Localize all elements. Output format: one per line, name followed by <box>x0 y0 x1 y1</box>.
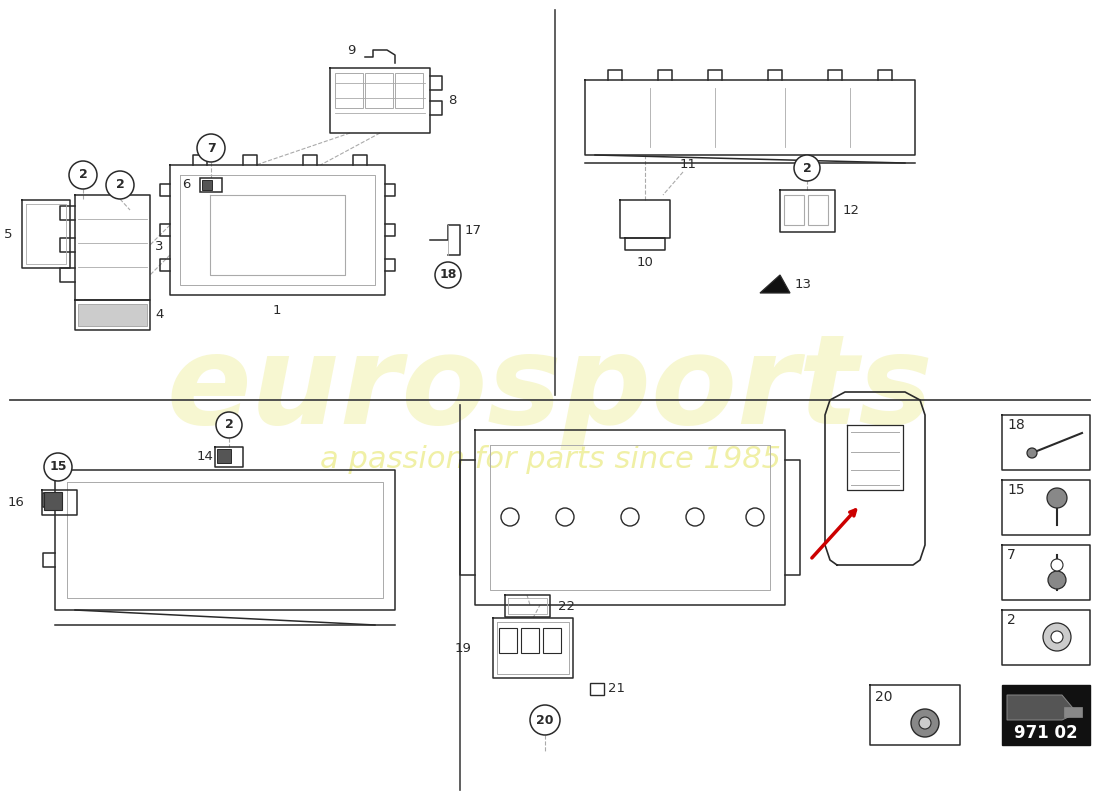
Text: 18: 18 <box>439 269 456 282</box>
Bar <box>202 180 212 190</box>
Circle shape <box>556 508 574 526</box>
Bar <box>784 195 804 225</box>
Text: 18: 18 <box>1006 418 1025 432</box>
Text: 3: 3 <box>155 241 164 254</box>
Circle shape <box>621 508 639 526</box>
Text: 12: 12 <box>843 205 860 218</box>
Circle shape <box>794 155 820 181</box>
Circle shape <box>1050 631 1063 643</box>
Text: 9: 9 <box>346 43 355 57</box>
Circle shape <box>197 134 226 162</box>
Text: 2: 2 <box>1006 613 1015 627</box>
Text: 7: 7 <box>207 142 216 154</box>
Text: 2: 2 <box>116 178 124 191</box>
Bar <box>808 195 828 225</box>
Text: 11: 11 <box>680 158 697 171</box>
Text: 1: 1 <box>273 303 282 317</box>
Text: 2: 2 <box>224 418 233 431</box>
Circle shape <box>686 508 704 526</box>
Text: 14: 14 <box>197 450 213 463</box>
Bar <box>1064 707 1082 717</box>
Text: 8: 8 <box>448 94 456 106</box>
Bar <box>590 683 604 695</box>
Bar <box>543 628 561 653</box>
Circle shape <box>1048 571 1066 589</box>
Bar <box>217 449 231 463</box>
Bar <box>499 628 517 653</box>
Text: 971 02: 971 02 <box>1014 724 1078 742</box>
Bar <box>336 73 363 108</box>
Text: 22: 22 <box>558 599 575 613</box>
Text: 4: 4 <box>155 309 164 322</box>
Text: 2: 2 <box>78 169 87 182</box>
Text: 6: 6 <box>182 178 190 191</box>
Polygon shape <box>1006 695 1077 720</box>
Bar <box>1002 685 1090 745</box>
Circle shape <box>1027 448 1037 458</box>
Polygon shape <box>760 275 790 293</box>
Circle shape <box>106 171 134 199</box>
Bar <box>521 628 539 653</box>
Text: 13: 13 <box>795 278 812 290</box>
Text: 21: 21 <box>608 682 625 695</box>
Text: 16: 16 <box>7 495 24 509</box>
Circle shape <box>918 717 931 729</box>
Bar <box>78 304 147 326</box>
Text: 20: 20 <box>537 714 553 726</box>
Text: 20: 20 <box>874 690 892 704</box>
Circle shape <box>434 262 461 288</box>
Text: 2: 2 <box>803 162 812 174</box>
Circle shape <box>530 705 560 735</box>
Bar <box>200 178 222 192</box>
Text: 17: 17 <box>465 223 482 237</box>
Circle shape <box>1043 623 1071 651</box>
Circle shape <box>216 412 242 438</box>
Circle shape <box>69 161 97 189</box>
Circle shape <box>1047 488 1067 508</box>
Circle shape <box>911 709 939 737</box>
Text: 5: 5 <box>4 227 12 241</box>
Text: 10: 10 <box>637 257 653 270</box>
Bar <box>44 492 62 510</box>
Text: a passion for parts since 1985: a passion for parts since 1985 <box>319 446 781 474</box>
Circle shape <box>500 508 519 526</box>
Text: 7: 7 <box>1006 548 1015 562</box>
Circle shape <box>746 508 764 526</box>
Text: 19: 19 <box>454 642 471 654</box>
Text: 15: 15 <box>50 461 67 474</box>
Circle shape <box>1050 559 1063 571</box>
Text: 15: 15 <box>1006 483 1024 497</box>
Circle shape <box>44 453 72 481</box>
Text: eurosports: eurosports <box>166 330 934 450</box>
Bar <box>365 73 393 108</box>
Bar <box>395 73 424 108</box>
